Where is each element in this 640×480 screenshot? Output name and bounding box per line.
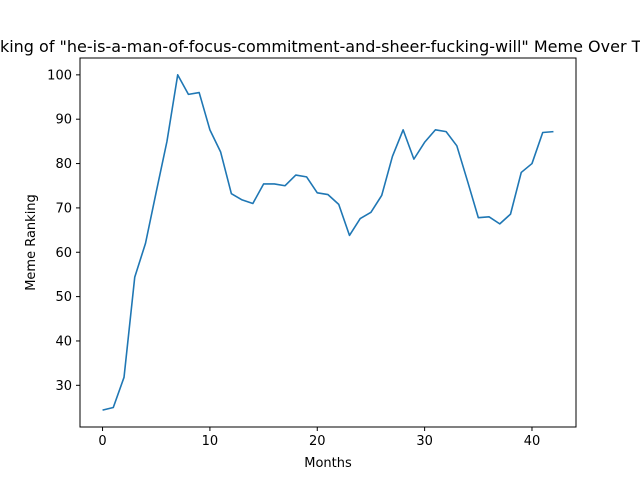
y-tick-label: 40 <box>55 334 72 349</box>
axis-ticks: 0 10 20 30 40 30 40 50 60 70 80 90 100 <box>47 68 540 449</box>
y-axis-label: Meme Ranking <box>24 194 39 291</box>
x-tick-label: 0 <box>98 434 106 449</box>
x-tick-label: 30 <box>416 434 433 449</box>
x-tick-label: 10 <box>202 434 219 449</box>
y-tick-label: 50 <box>55 290 72 305</box>
y-tick-label: 60 <box>55 246 72 261</box>
axes-frame <box>79 57 577 428</box>
x-tick-label: 20 <box>309 434 326 449</box>
chart-title: Ranking of "he-is-a-man-of-focus-commitm… <box>0 37 640 56</box>
y-tick-label: 100 <box>47 68 72 83</box>
plot-area <box>102 74 554 411</box>
x-tick-label: 40 <box>524 434 541 449</box>
series-line <box>102 74 554 411</box>
y-tick-label: 90 <box>55 113 72 128</box>
x-axis-label: Months <box>304 456 352 471</box>
y-tick-label: 80 <box>55 157 72 172</box>
y-tick-label: 30 <box>55 379 72 394</box>
y-tick-label: 70 <box>55 201 72 216</box>
